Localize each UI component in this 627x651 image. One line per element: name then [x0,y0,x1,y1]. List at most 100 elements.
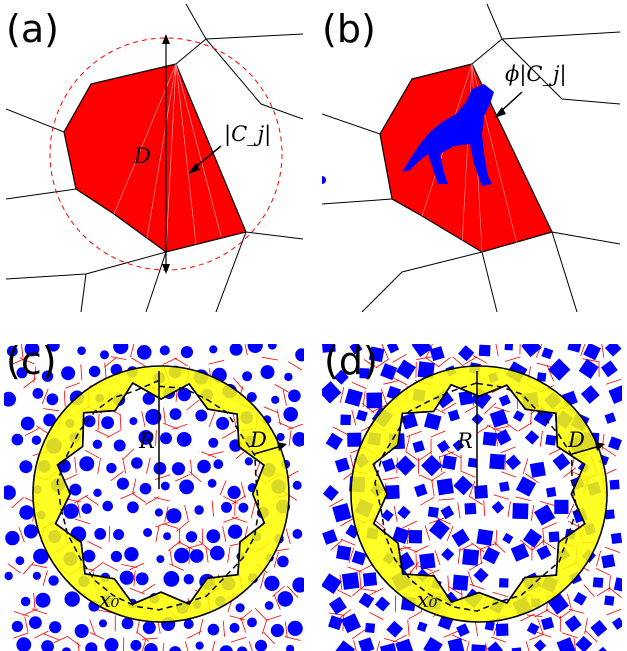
particle-circle [206,529,221,544]
cell-edge [261,356,278,361]
cell-edge [328,612,345,616]
cell-edge [77,501,81,518]
cell-edge [274,384,289,393]
cell-edge [337,609,352,620]
cell-edge [84,449,100,459]
particle-square [604,412,617,424]
particle-circle [160,481,170,491]
cell-edge [483,500,485,517]
cell-edge [515,496,532,501]
particle-circle [94,528,107,540]
particle-square [358,592,375,609]
particle-square [386,344,400,354]
highlighted-cell [379,63,553,253]
cell-edge [360,588,377,592]
cell-edge [393,506,398,522]
cell-edge [232,377,244,391]
particle-circle [194,505,204,515]
particle-circle [277,555,289,568]
cell-edge [95,429,110,438]
cell-edge [64,382,81,389]
cell-edge [184,641,189,651]
cell-edge [135,631,150,642]
particle-square [495,429,512,446]
particle-circle [31,435,42,445]
cell-edge [12,632,29,639]
cell-edge [402,520,418,529]
particle-square [344,388,363,407]
particle-circle [47,344,60,352]
particle-circle [136,345,152,360]
particle-circle [11,620,23,633]
cell-edge [567,593,572,610]
cell-edge [373,518,387,531]
particle-circle [93,488,102,497]
cell-edge [121,564,138,568]
particle-square [322,529,338,545]
cell-size-label: |C_j| [224,122,272,146]
cell-edge [392,377,408,386]
particle-circle [195,641,204,650]
cell-edge [601,344,605,358]
panel-a: (a) D |C_j| [6,4,303,312]
particle-circle [24,344,40,357]
particle-circle [207,478,217,488]
particle-square [533,639,547,651]
particle-circle [6,345,18,357]
cell-edge [518,422,533,432]
particle-square [423,637,443,651]
particle-circle [216,416,230,430]
particle-square [456,623,470,637]
cell-edge [222,526,227,542]
cell-edge [525,473,539,484]
particle-square [359,368,370,379]
particle-circle [61,647,72,651]
cell-edge [211,641,216,651]
cell-edge [534,608,549,618]
cell-edge [392,634,407,643]
cell-edge [414,545,429,553]
particle-circle [63,503,79,519]
cell-edge [162,642,165,651]
particle-circle [276,432,285,442]
cell-edge [263,406,279,414]
particle-square [341,572,360,590]
particle-square [380,363,398,381]
particle-circle [113,344,129,355]
cell-edge [97,413,100,431]
particle-square [421,454,443,477]
particle-circle [77,346,86,355]
particle-circle [61,366,76,381]
cell-edge [106,429,121,439]
particle-square [414,483,428,498]
particle-square [341,613,361,634]
cell-edge [431,471,446,481]
particle-square [362,572,378,587]
cell-edge [467,571,474,587]
particle-circle [179,479,195,495]
particle-circle [113,529,125,540]
particle-circle [138,430,154,445]
cell-edge [188,471,202,483]
cell-edge [24,427,40,436]
cell-edge [568,608,585,614]
cell-edge [163,407,166,424]
cell-edge [608,587,622,598]
cell-edge [376,640,381,651]
cell-edge [104,362,107,379]
cell-edge [41,388,49,404]
cell-edge [146,457,151,474]
particle-square [575,635,593,651]
particle-square [441,547,455,561]
particle-circle [139,482,152,495]
cell-edge [155,429,157,446]
particle-square [605,344,622,357]
particle-square [417,361,435,379]
particle-circle [163,532,172,541]
particle-circle [110,550,122,563]
particle-circle [119,570,134,585]
particle-square [482,546,500,565]
width-arrow [571,445,601,455]
cell-edge [186,399,200,411]
particle-square [552,452,571,471]
